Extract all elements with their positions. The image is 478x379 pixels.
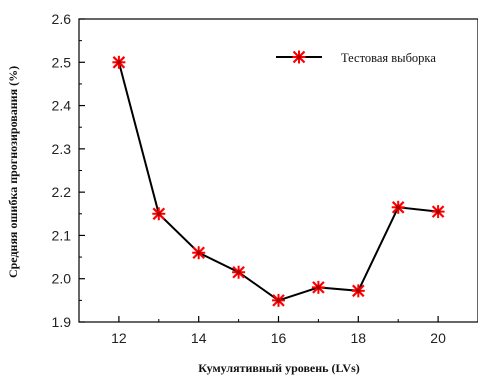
- y-tick-label: 2.5: [52, 54, 72, 70]
- y-tick-label: 2.0: [52, 271, 72, 287]
- legend-marker-symbol: [292, 50, 306, 64]
- legend-label: Тестовая выборка: [341, 51, 436, 65]
- data-point-marker: [311, 280, 325, 294]
- x-tick-label: 20: [430, 330, 446, 346]
- y-axis: 1.9 2.0 2.1 2.2 2.3 2.4 2.5 2.6: [52, 11, 85, 330]
- y-tick-label: 2.3: [52, 141, 72, 157]
- y-tick-label: 2.4: [52, 98, 72, 114]
- y-tick-label: 2.2: [52, 184, 72, 200]
- data-point-marker: [112, 55, 126, 69]
- legend: Тестовая выборка: [276, 50, 436, 65]
- x-tick-label: 12: [111, 330, 127, 346]
- x-tick-label: 16: [271, 330, 287, 346]
- legend-marker: [292, 50, 306, 64]
- y-tick-label: 2.1: [52, 227, 72, 243]
- y-tick-label: 1.9: [52, 314, 72, 330]
- data-point-marker: [192, 246, 206, 260]
- y-tick-label: 2.6: [52, 11, 72, 27]
- data-point-marker: [431, 205, 445, 219]
- data-point-marker: [152, 207, 166, 221]
- x-tick-label: 14: [191, 330, 207, 346]
- data-point-marker: [351, 284, 365, 298]
- series-markers: [112, 55, 445, 307]
- data-point-marker: [272, 293, 285, 307]
- data-point-marker: [232, 265, 246, 279]
- series-line: [117, 62, 439, 302]
- x-axis: 12 14 16 18 20: [111, 316, 446, 346]
- x-tick-label: 18: [351, 330, 367, 346]
- x-axis-label: Кумулятивный уровень (LVs): [198, 361, 360, 375]
- y-axis-label: Средняя ошибка прогнозирования (%): [6, 66, 20, 278]
- data-point-marker: [391, 200, 405, 214]
